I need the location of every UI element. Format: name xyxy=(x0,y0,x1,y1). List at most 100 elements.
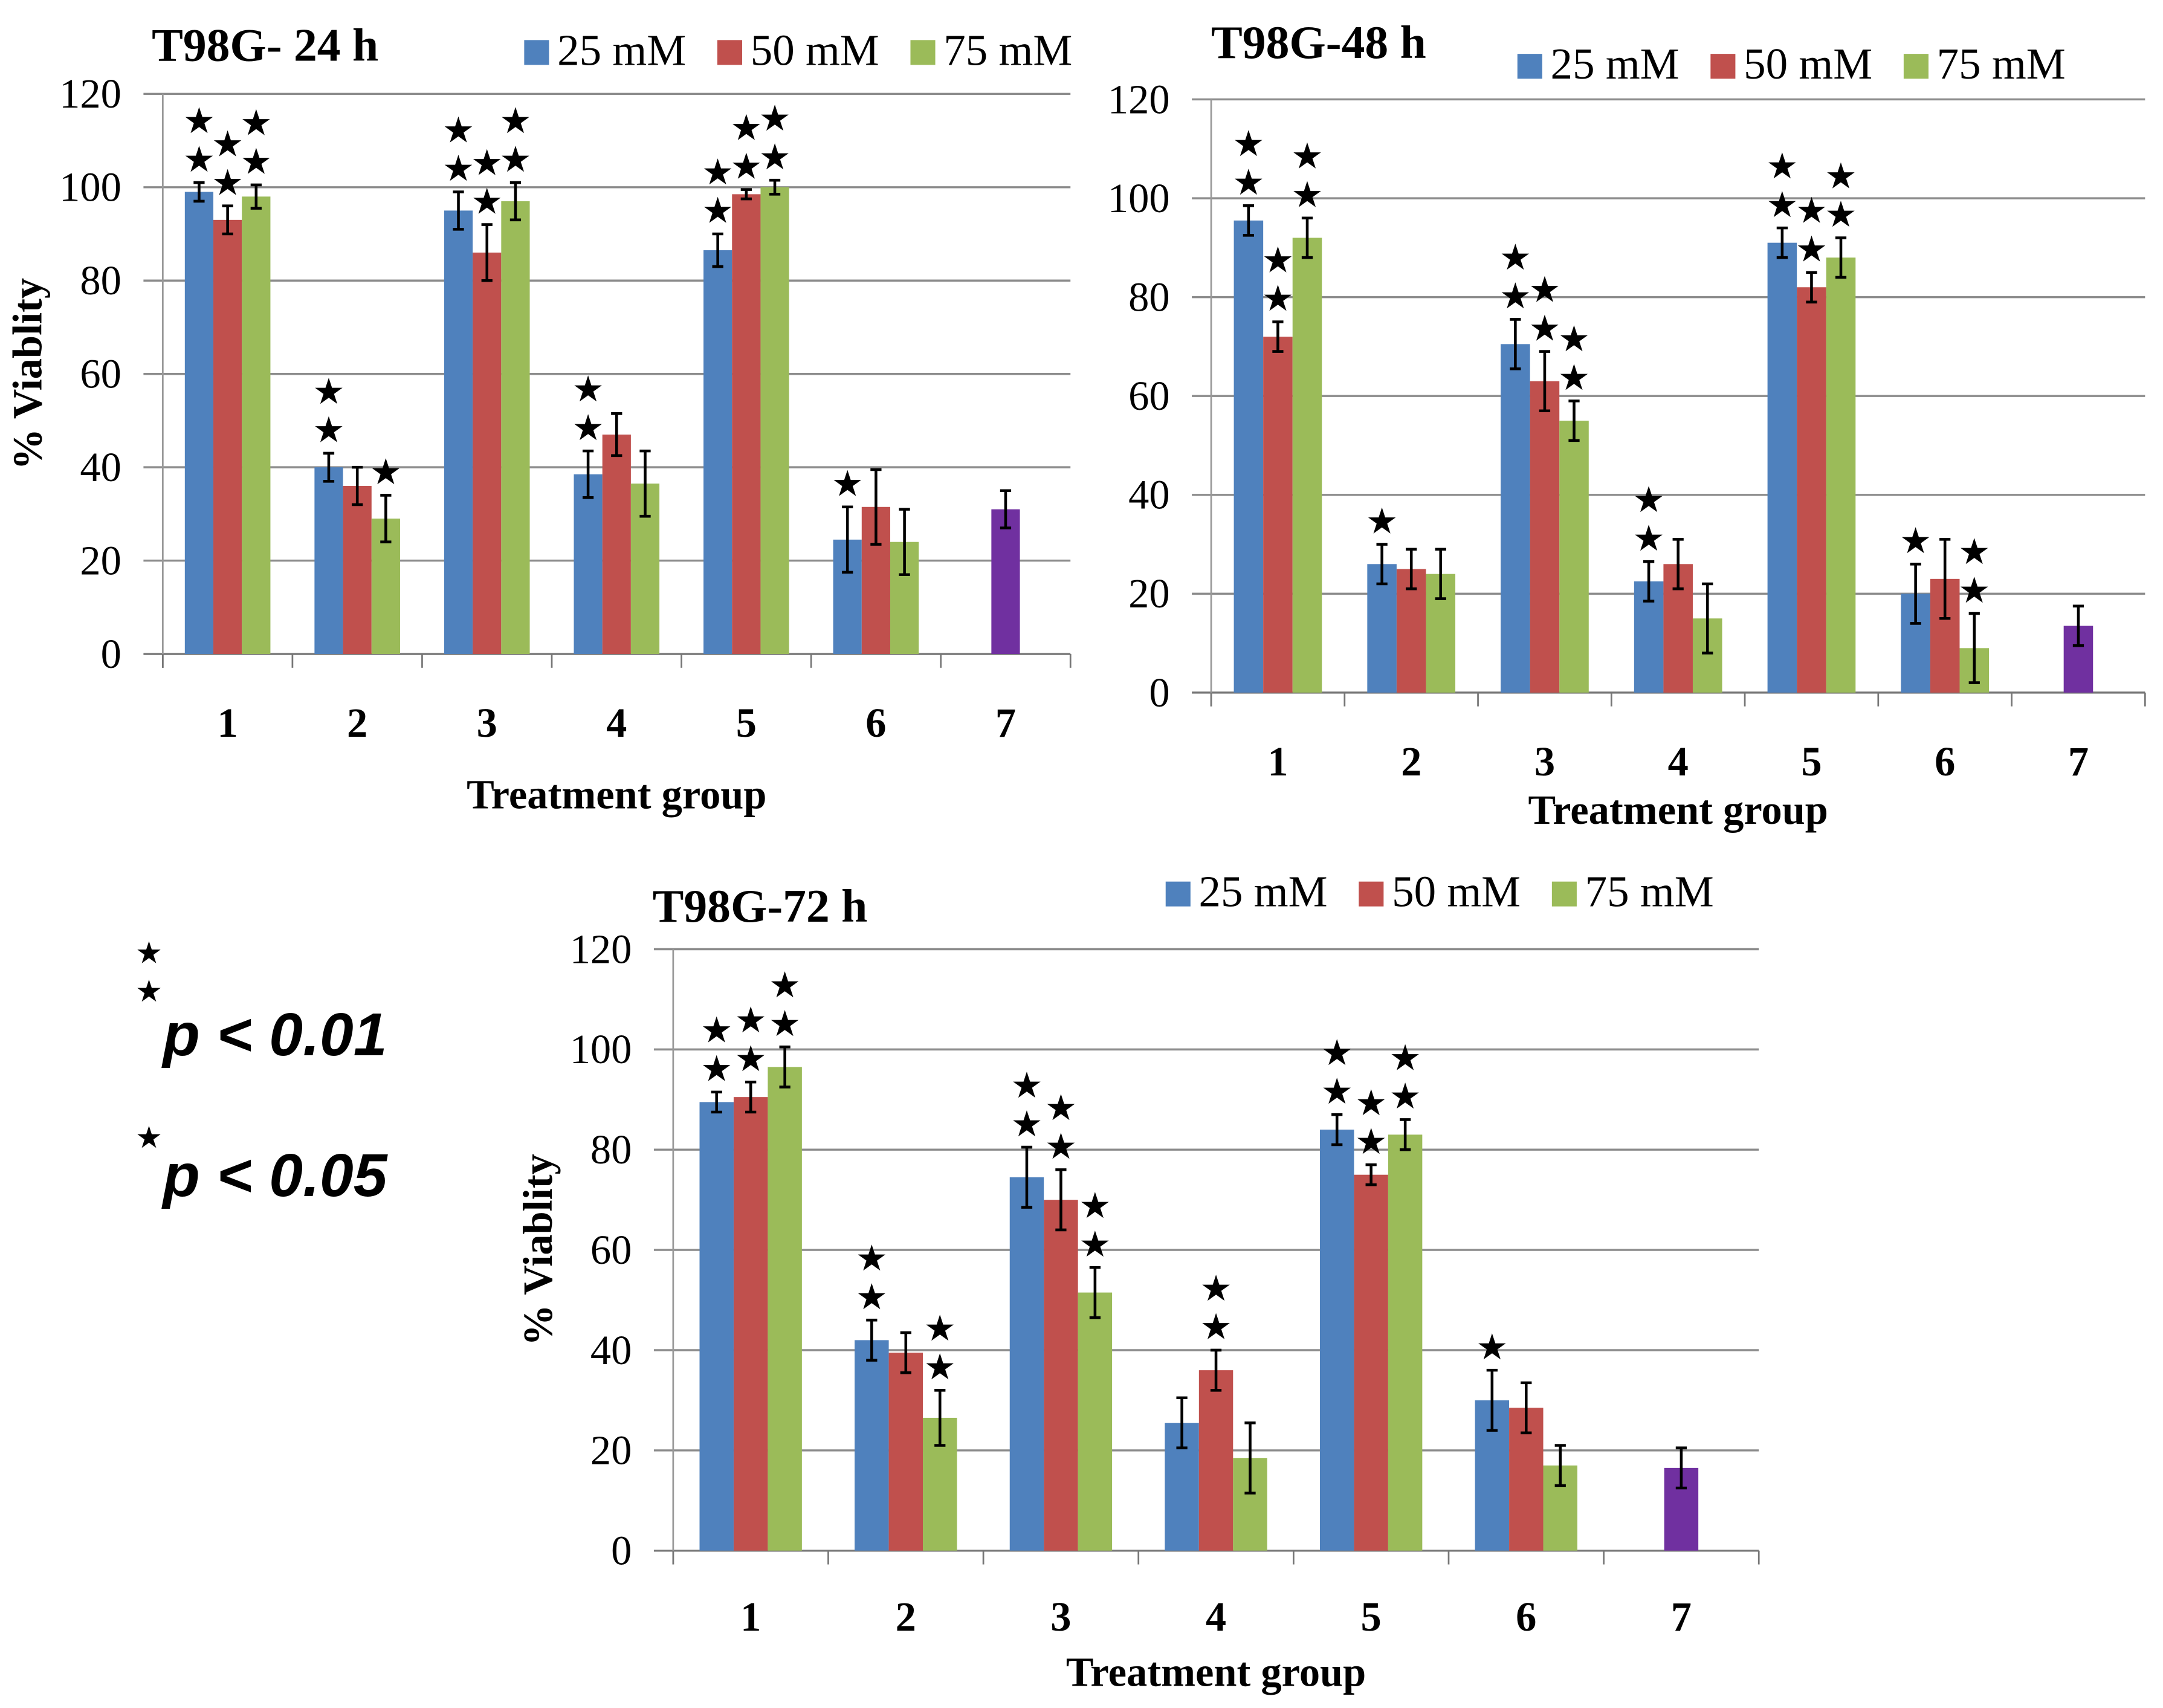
legend-swatch xyxy=(524,40,549,65)
y-tick-label: 20 xyxy=(1128,571,1169,616)
error-bar xyxy=(481,223,493,282)
bar-50mm-group-4 xyxy=(602,435,631,655)
significance-star: ★ xyxy=(240,141,272,182)
bar-75mm-group-1 xyxy=(1292,238,1322,693)
significance-star: ★ xyxy=(1355,1121,1387,1162)
bar-75mm-group-5 xyxy=(1826,257,1856,693)
bar-25mm-group-3 xyxy=(1009,1177,1044,1551)
bar-75mm-group-5 xyxy=(760,187,789,655)
error-bar xyxy=(1968,612,1980,684)
x-tick-label: 7 xyxy=(2068,739,2089,784)
error-bar xyxy=(1521,1381,1532,1435)
legend-label: 75 mM xyxy=(1937,39,2066,88)
significance-star: ★ xyxy=(1558,319,1590,359)
y-tick-label: 60 xyxy=(1128,373,1169,419)
error-bar xyxy=(1910,563,1921,625)
significance-star: ★ xyxy=(1766,184,1798,225)
x-tick-label: 6 xyxy=(1516,1594,1536,1640)
bar-25mm-group-1 xyxy=(184,192,214,655)
legend-label: 25 mM xyxy=(1551,39,1680,88)
error-bar xyxy=(740,188,752,201)
bar-75mm-group-5 xyxy=(1388,1134,1423,1551)
y-tick-label: 0 xyxy=(101,631,121,677)
significance-star: ★ xyxy=(1899,520,1932,561)
x-tick-label: 4 xyxy=(1206,1594,1226,1640)
error-bar xyxy=(509,181,522,222)
error-bar xyxy=(1272,320,1284,353)
bar-25mm-group-2 xyxy=(314,467,343,655)
significance-star: ★ xyxy=(1232,162,1264,202)
bar-50mm-group-1 xyxy=(213,219,242,655)
y-tick-label: 80 xyxy=(1128,274,1169,320)
significance-star: ★ xyxy=(1476,1327,1508,1367)
significance-star: ★ xyxy=(312,371,344,412)
significance-star: ★ xyxy=(856,1276,888,1317)
significance-star: ★ xyxy=(1291,136,1323,176)
x-tick-label: 3 xyxy=(1534,739,1555,784)
legend-swatch xyxy=(717,40,742,65)
p-001-label: p < 0.01 xyxy=(161,1001,387,1069)
significance-star: ★ xyxy=(1499,276,1531,316)
legend-swatch xyxy=(1903,54,1929,79)
error-bar xyxy=(639,449,651,518)
significance-star: ★ xyxy=(758,98,791,138)
legend-swatch xyxy=(1165,881,1191,907)
significance-star: ★ xyxy=(769,1003,801,1044)
significance-star: ★ xyxy=(1262,239,1294,280)
y-tick-label: 100 xyxy=(1108,175,1170,221)
error-bar xyxy=(1486,1368,1498,1432)
error-bar xyxy=(1435,548,1446,600)
chart-title: T98G- 24 h xyxy=(152,19,378,71)
x-tick-label: 1 xyxy=(217,700,238,746)
bar-25mm-group-5 xyxy=(1319,1130,1354,1551)
significance-star: ★ xyxy=(1010,1065,1043,1105)
significance-star: ★ xyxy=(700,1010,732,1050)
significance-legend: ★ ★ p < 0.01 ★ p < 0.05 xyxy=(135,936,389,1209)
y-tick-label: 0 xyxy=(1149,670,1169,716)
bar-50mm-group-3 xyxy=(1044,1200,1078,1551)
bar-50mm-group-1 xyxy=(733,1097,768,1551)
significance-star: ★ xyxy=(1825,155,1857,196)
error-bar xyxy=(842,505,853,574)
error-bar xyxy=(1244,1421,1256,1495)
error-bar xyxy=(1806,271,1817,304)
bar-75mm-group-3 xyxy=(1559,421,1589,693)
significance-star: ★ xyxy=(1200,1307,1232,1347)
significance-star: ★ xyxy=(1796,190,1828,231)
x-tick-label: 3 xyxy=(477,700,497,746)
significance-star: ★ xyxy=(183,139,215,180)
legend-label: 75 mM xyxy=(1585,867,1714,916)
bar-75mm-group-1 xyxy=(768,1067,802,1551)
y-tick-label: 0 xyxy=(611,1528,632,1574)
error-bar xyxy=(900,1331,911,1374)
x-tick-label: 3 xyxy=(1050,1594,1071,1640)
y-tick-label: 80 xyxy=(80,257,121,303)
error-bar xyxy=(1055,1168,1067,1232)
y-tick-label: 100 xyxy=(570,1026,632,1072)
chart-title: T98G-72 h xyxy=(653,880,868,932)
x-tick-label: 1 xyxy=(1267,739,1288,784)
error-bar xyxy=(1643,560,1655,603)
significance-star: ★ xyxy=(1389,1037,1421,1078)
error-bar xyxy=(866,1318,878,1362)
bar-50mm-group-4 xyxy=(1198,1370,1233,1551)
x-tick-label: 6 xyxy=(1935,739,1955,784)
error-bar xyxy=(1399,1118,1411,1151)
bar-25mm-group-2 xyxy=(855,1340,889,1551)
chart-1: 0204060801001201★★★★★★2★★★3★★★★★★4★★5★★★… xyxy=(4,19,1072,818)
error-bar xyxy=(323,451,335,483)
error-bar xyxy=(352,465,363,506)
significance-star: ★ xyxy=(240,103,272,143)
x-tick-label: 6 xyxy=(865,700,886,746)
charts: 0204060801001201★★★★★★2★★★3★★★★★★4★★5★★★… xyxy=(4,16,2146,1695)
error-bar xyxy=(1301,216,1313,259)
double-star-glyph: ★ xyxy=(135,936,163,969)
y-tick-label: 120 xyxy=(570,926,632,972)
bar-50mm-group-2 xyxy=(888,1353,923,1551)
bar-25mm-group-5 xyxy=(703,250,732,655)
legend-label: 50 mM xyxy=(1744,39,1872,88)
significance-star: ★ xyxy=(1825,194,1857,235)
significance-star: ★ xyxy=(832,464,864,504)
error-bar xyxy=(453,190,464,231)
